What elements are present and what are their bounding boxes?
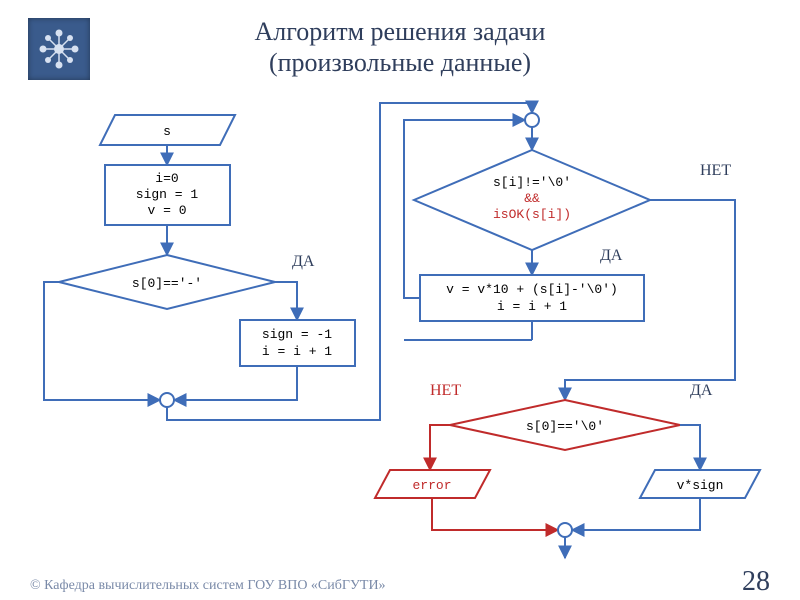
node-loop-body: v = v*10 + (s[i]-'\0') i = i + 1 <box>420 275 644 321</box>
label-yes-loop: ДА <box>600 247 623 264</box>
node-init: i=0 sign = 1 v = 0 <box>105 165 230 225</box>
slide: Алгоритм решения задачи (произвольные да… <box>0 0 800 600</box>
svg-text:s[i]!='\0': s[i]!='\0' <box>493 175 571 190</box>
node-error: error <box>375 470 490 498</box>
node-cond-minus: s[0]=='-' <box>59 255 275 309</box>
label-no-loop: НЕТ <box>700 162 731 179</box>
svg-text:s[0]=='-': s[0]=='-' <box>132 276 202 291</box>
svg-text:i = i + 1: i = i + 1 <box>497 299 567 314</box>
label-yes-minus: ДА <box>292 253 315 270</box>
page-number: 28 <box>742 566 770 598</box>
label-yes-term: ДА <box>690 382 713 399</box>
node-loop-cond: s[i]!='\0' && isOK(s[i]) <box>414 150 650 250</box>
footer: © Кафедра вычислительных систем ГОУ ВПО … <box>30 578 386 594</box>
svg-text:isOK(s[i]): isOK(s[i]) <box>493 207 571 222</box>
svg-text:v = v*10 + (s[i]-'\0'): v = v*10 + (s[i]-'\0') <box>446 282 618 297</box>
svg-text:sign = 1: sign = 1 <box>136 187 199 202</box>
node-set-sign: sign = -1 i = i + 1 <box>240 320 355 366</box>
left-column: s i=0 sign = 1 v = 0 s[0]=='-' ДА <box>44 103 532 420</box>
label-no-term: НЕТ <box>430 382 461 399</box>
svg-text:v = 0: v = 0 <box>147 203 186 218</box>
merge-loop-top <box>525 113 539 127</box>
node-result: v*sign <box>640 470 760 498</box>
right-column: s[i]!='\0' && isOK(s[i]) ДА v = v*10 + (… <box>404 113 735 400</box>
svg-text:&&: && <box>524 191 540 206</box>
svg-text:s: s <box>163 124 171 139</box>
termination: s[0]=='\0' НЕТ error ДА v*sign <box>375 382 760 558</box>
flowchart: s i=0 sign = 1 v = 0 s[0]=='-' ДА <box>0 0 800 600</box>
merge-left <box>160 393 174 407</box>
svg-text:error: error <box>412 478 451 493</box>
svg-text:v*sign: v*sign <box>677 478 724 493</box>
svg-text:i = i + 1: i = i + 1 <box>262 344 332 359</box>
node-input-s: s <box>100 115 235 145</box>
node-term-cond: s[0]=='\0' <box>450 400 680 450</box>
svg-text:sign = -1: sign = -1 <box>262 327 332 342</box>
svg-text:i=0: i=0 <box>155 171 178 186</box>
merge-final <box>558 523 572 537</box>
svg-text:s[0]=='\0': s[0]=='\0' <box>526 419 604 434</box>
